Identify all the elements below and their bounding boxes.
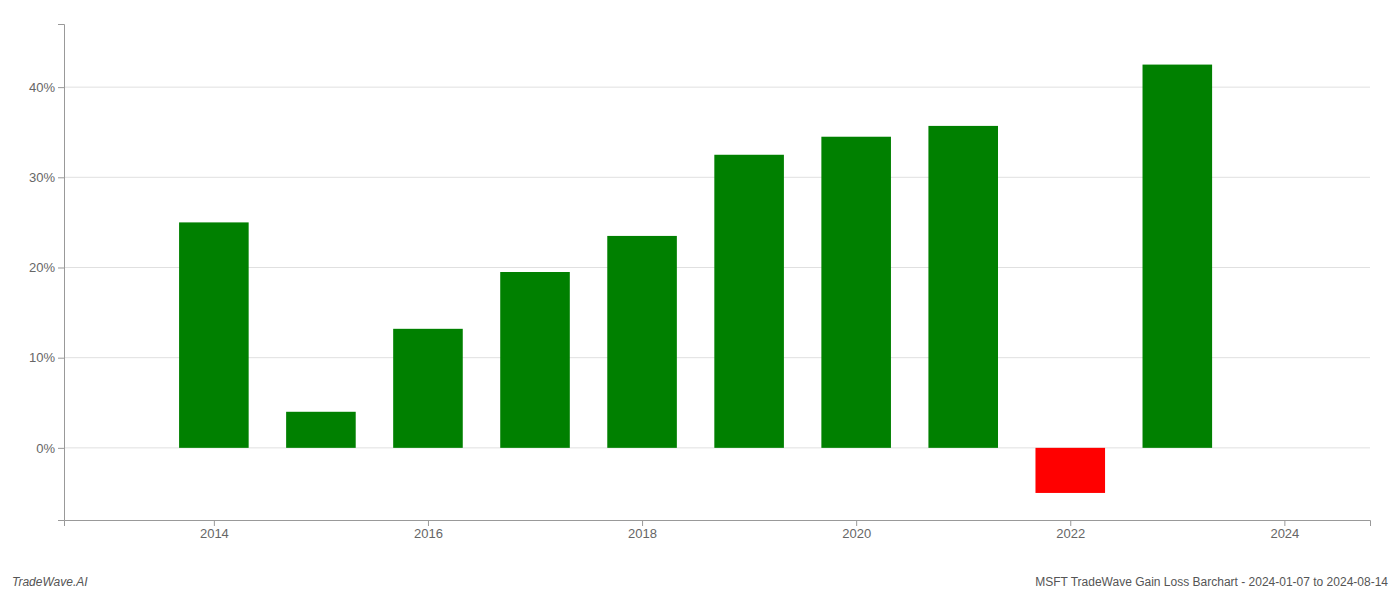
x-tick-label: 2020 (842, 526, 871, 541)
y-axis: 0% 10% 20% 30% 40% (29, 25, 65, 521)
bar (928, 126, 998, 448)
bar (1143, 65, 1213, 448)
bar (286, 412, 356, 448)
bar (821, 137, 891, 448)
x-tick-label: 2014 (200, 526, 229, 541)
x-tick-mark (1070, 520, 1071, 526)
y-tick: 40% (29, 80, 64, 95)
y-tick-mark (58, 448, 64, 449)
y-tick-mark (58, 267, 64, 268)
plot: 2014 2016 2018 2020 2022 2024 0% 10% 20% 30% 40% (29, 25, 1371, 542)
x-tick: 2024 (1270, 520, 1299, 541)
x-tick-label: 2022 (1056, 526, 1085, 541)
y-tick-label: 10% (29, 350, 55, 365)
x-tick-label: 2024 (1270, 526, 1299, 541)
y-tick: 10% (29, 350, 64, 365)
bar (179, 222, 249, 447)
footer-left: TradeWave.AI (12, 575, 88, 589)
y-tick: 0% (36, 441, 64, 456)
x-tick: 2014 (200, 520, 229, 541)
x-axis: 2014 2016 2018 2020 2022 2024 (65, 520, 1371, 541)
bar (607, 236, 677, 448)
bar (1035, 448, 1105, 493)
bar (500, 272, 570, 448)
y-tick: 30% (29, 170, 64, 185)
y-tick-label: 40% (29, 80, 55, 95)
x-tick-mark (428, 520, 429, 526)
y-tick-mark (58, 177, 64, 178)
y-tick-mark (58, 87, 64, 88)
y-tick-mark (58, 358, 64, 359)
x-tick: 2018 (628, 520, 657, 541)
x-tick-mark (1284, 520, 1285, 526)
y-tick-label: 0% (36, 441, 55, 456)
bar (714, 155, 784, 448)
x-tick: 2020 (842, 520, 871, 541)
y-tick-label: 20% (29, 260, 55, 275)
x-tick-label: 2016 (414, 526, 443, 541)
x-tick-mark (642, 520, 643, 526)
x-axis-line (65, 521, 1371, 527)
y-tick: 20% (29, 260, 64, 275)
bar (393, 329, 463, 448)
chart: 2014 2016 2018 2020 2022 2024 0% 10% 20% 30% 40% Tr… (0, 0, 1400, 600)
x-tick-mark (214, 520, 215, 526)
x-tick: 2022 (1056, 520, 1085, 541)
x-tick-label: 2018 (628, 526, 657, 541)
x-tick: 2016 (414, 520, 443, 541)
y-tick-label: 30% (29, 170, 55, 185)
y-axis-line (58, 25, 65, 521)
bars (179, 65, 1212, 493)
footer-right: MSFT TradeWave Gain Loss Barchart - 2024… (1035, 575, 1388, 589)
x-tick-mark (856, 520, 857, 526)
